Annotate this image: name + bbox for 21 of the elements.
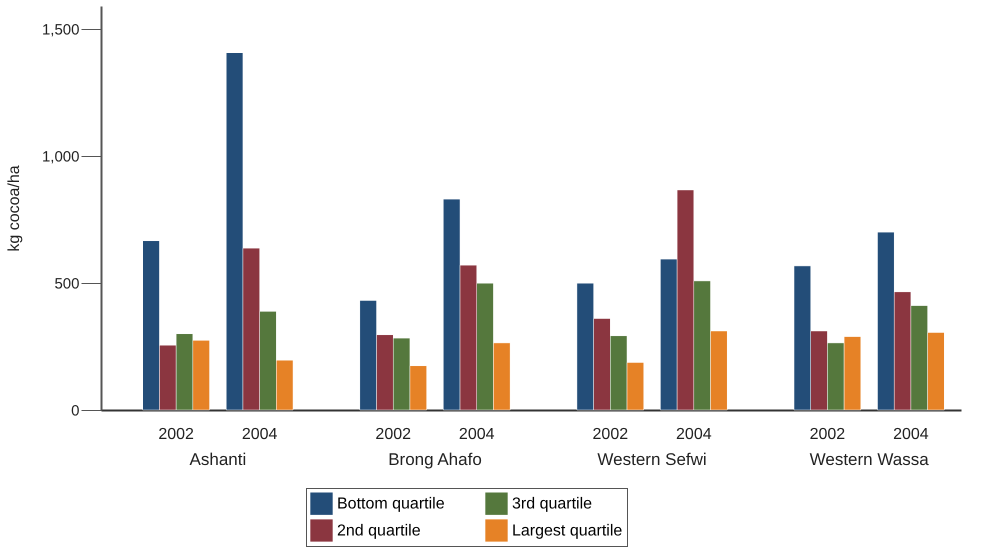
legend-label: Bottom quartile bbox=[337, 496, 445, 513]
y-tick-label: 0 bbox=[71, 402, 80, 420]
x-tick-label: 2002 bbox=[810, 426, 846, 443]
text: Brong Ahafo bbox=[388, 450, 482, 469]
x-tick-label: 2004 bbox=[893, 426, 929, 443]
legend-label: 2nd quartile bbox=[337, 522, 421, 540]
y-axis-title: kg cocoa/ha bbox=[6, 165, 23, 252]
text: Western Sefwi bbox=[597, 450, 707, 469]
y-tick-label: 500 bbox=[54, 275, 80, 292]
text: Western Wassa bbox=[810, 450, 930, 469]
x-tick-label: 2002 bbox=[158, 426, 194, 443]
x-tick-label: 2004 bbox=[676, 426, 712, 443]
text: Ashanti bbox=[190, 450, 246, 469]
x-tick-label: 2002 bbox=[592, 426, 628, 443]
x-tick-label: 2002 bbox=[375, 426, 412, 443]
y-tick-label: 1,000 bbox=[42, 148, 80, 166]
legend-label: Largest quartile bbox=[512, 522, 622, 540]
y-tick-label: 1,500 bbox=[42, 21, 80, 38]
legend-label: 3rd quartile bbox=[512, 496, 592, 513]
x-tick-label: 2004 bbox=[242, 426, 278, 443]
x-tick-label: 2004 bbox=[458, 426, 495, 443]
